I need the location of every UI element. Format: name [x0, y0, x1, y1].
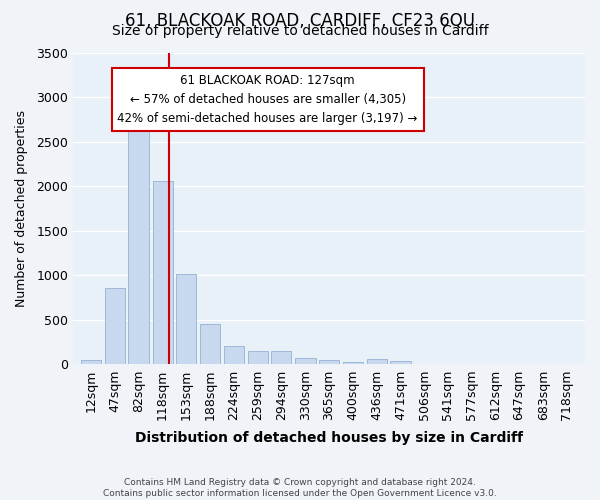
Bar — [319, 360, 339, 364]
Bar — [367, 359, 387, 364]
Text: Contains HM Land Registry data © Crown copyright and database right 2024.
Contai: Contains HM Land Registry data © Crown c… — [103, 478, 497, 498]
Bar — [200, 324, 220, 364]
Text: Size of property relative to detached houses in Cardiff: Size of property relative to detached ho… — [112, 24, 488, 38]
Text: 61, BLACKOAK ROAD, CARDIFF, CF23 6QU: 61, BLACKOAK ROAD, CARDIFF, CF23 6QU — [125, 12, 475, 30]
Y-axis label: Number of detached properties: Number of detached properties — [15, 110, 28, 307]
Bar — [391, 361, 410, 364]
Bar — [128, 121, 149, 364]
Bar — [248, 350, 268, 364]
Bar — [176, 274, 196, 364]
Bar — [343, 362, 363, 364]
X-axis label: Distribution of detached houses by size in Cardiff: Distribution of detached houses by size … — [135, 431, 523, 445]
Bar — [295, 358, 316, 364]
Bar — [81, 360, 101, 364]
Bar — [224, 346, 244, 364]
Bar — [152, 181, 173, 364]
Text: 61 BLACKOAK ROAD: 127sqm
← 57% of detached houses are smaller (4,305)
42% of sem: 61 BLACKOAK ROAD: 127sqm ← 57% of detach… — [118, 74, 418, 126]
Bar — [271, 352, 292, 364]
Bar — [105, 288, 125, 364]
